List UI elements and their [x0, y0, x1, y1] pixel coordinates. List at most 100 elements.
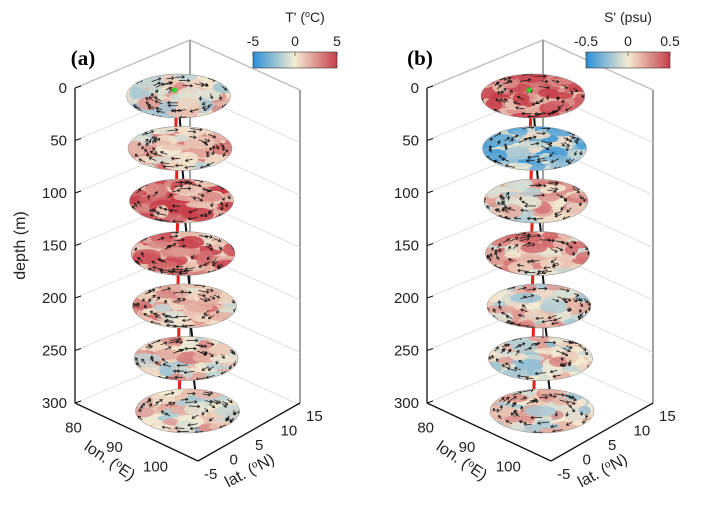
velocity-arrow [212, 149, 215, 155]
panel-label: (b) [407, 46, 433, 70]
velocity-arrow [579, 312, 584, 317]
velocity-arrow [134, 153, 139, 158]
anomaly-patch [220, 192, 234, 205]
velocity-arrow-head [204, 298, 208, 302]
velocity-arrow-head [166, 323, 170, 328]
velocity-arrow [552, 108, 561, 113]
velocity-arrow [194, 179, 204, 182]
velocity-arrow [148, 298, 151, 303]
velocity-arrow-head [208, 210, 212, 214]
velocity-arrow-head [567, 348, 571, 353]
velocity-arrow-head [548, 143, 552, 147]
velocity-arrow-head [154, 89, 159, 93]
velocity-arrow [147, 289, 156, 294]
anomaly-patch [504, 251, 521, 259]
velocity-arrow-head [579, 196, 583, 200]
velocity-arrow-head [229, 399, 233, 404]
velocity-arrow [204, 138, 210, 142]
velocity-arrow [206, 342, 214, 346]
velocity-arrow [531, 400, 539, 403]
velocity-arrow [526, 288, 536, 291]
velocity-arrow-head [148, 209, 153, 213]
velocity-arrow-head [526, 259, 530, 264]
velocity-arrow-head [206, 153, 210, 158]
anomaly-patch [503, 204, 523, 219]
velocity-arrow-head [536, 141, 540, 146]
velocity-arrow-head [136, 362, 140, 366]
velocity-arrow-head [492, 308, 496, 312]
velocity-arrow-head [510, 321, 514, 326]
velocity-arrow-head [179, 115, 183, 118]
velocity-arrow [578, 315, 584, 321]
velocity-arrow-head [528, 136, 533, 141]
velocity-arrow-head [508, 207, 512, 211]
anomaly-patch [177, 87, 205, 100]
panel-label: (a) [71, 46, 96, 70]
velocity-arrow-head [569, 345, 573, 350]
velocity-arrow-head [549, 141, 553, 145]
velocity-arrow [582, 418, 587, 424]
velocity-arrow [509, 396, 517, 401]
velocity-arrow-head [577, 297, 581, 302]
anomaly-patch [545, 78, 576, 85]
velocity-arrow [489, 145, 492, 151]
velocity-arrow [573, 87, 578, 93]
velocity-arrow-head [191, 255, 195, 259]
velocity-arrow-head [518, 313, 522, 318]
velocity-arrow [493, 264, 503, 270]
velocity-arrow-head [143, 313, 147, 317]
colorbar: S' (psu) -0.5 0 0.5 [574, 9, 680, 69]
velocity-arrow-head [550, 159, 555, 163]
velocity-arrow-head [161, 358, 165, 362]
velocity-arrow [498, 215, 509, 220]
velocity-arrow-head [223, 404, 227, 408]
velocity-arrow [499, 77, 506, 81]
velocity-arrow-head [177, 337, 181, 341]
depth-layer-100 [129, 178, 234, 224]
velocity-arrow [202, 188, 212, 192]
velocity-arrow [150, 214, 157, 217]
velocity-arrow [209, 403, 216, 408]
anomaly-patch [501, 393, 529, 403]
colorbar-tick-label: -0.5 [574, 33, 598, 49]
x-tick-label: 80 [417, 420, 434, 437]
velocity-arrow [518, 314, 525, 317]
depth-layer-200 [486, 283, 592, 329]
colorbar: T' (oC) -5 0 5 [247, 9, 341, 69]
layer-outline [132, 283, 237, 329]
velocity-arrow [548, 181, 559, 184]
velocity-arrow [156, 110, 165, 113]
anomaly-patch [545, 92, 574, 99]
y-tick-label: -5 [557, 466, 570, 483]
velocity-arrow [226, 417, 230, 422]
velocity-arrow-head [536, 159, 540, 164]
velocity-arrow [571, 240, 577, 244]
velocity-arrow [167, 129, 178, 132]
anomaly-patch [175, 420, 197, 433]
velocity-arrow [154, 312, 161, 317]
velocity-arrow-head [533, 217, 537, 221]
velocity-arrow-head [169, 81, 174, 85]
velocity-arrow [190, 128, 203, 131]
velocity-arrow [200, 213, 207, 217]
velocity-arrow-head [580, 94, 585, 99]
velocity-arrow-head [494, 249, 498, 253]
velocity-arrow-head [168, 346, 172, 350]
velocity-arrow-head [223, 87, 228, 91]
velocity-arrow [494, 81, 500, 86]
anomaly-patch [174, 166, 195, 171]
velocity-arrow-head [145, 101, 149, 105]
velocity-arrow-head [501, 311, 505, 315]
velocity-arrow [205, 245, 214, 251]
velocity-arrow [533, 218, 544, 220]
velocity-arrow-head [145, 142, 149, 146]
velocity-arrow-head [188, 186, 192, 191]
velocity-arrow-head [145, 97, 149, 101]
velocity-arrow-head [584, 351, 589, 356]
x-axis-line [426, 402, 552, 462]
velocity-arrow [520, 397, 527, 400]
velocity-arrow [155, 83, 164, 88]
velocity-arrow-head [527, 233, 531, 237]
velocity-arrow [536, 159, 547, 163]
velocity-arrow [230, 349, 236, 355]
